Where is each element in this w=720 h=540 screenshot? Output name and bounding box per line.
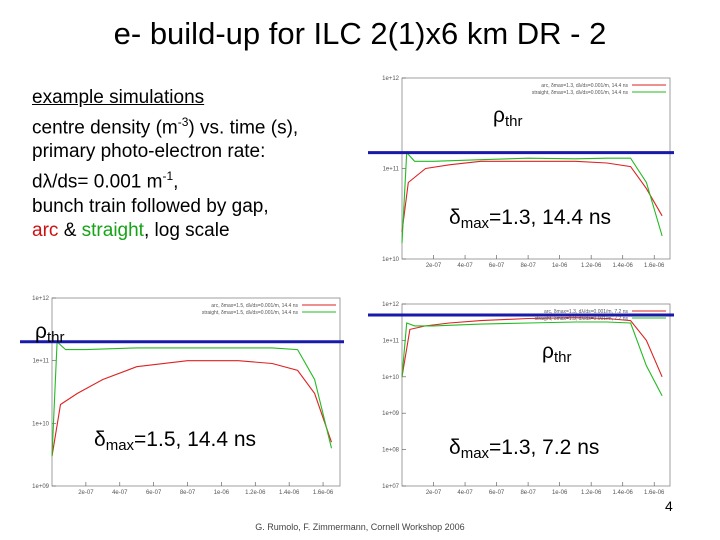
plot-frame (401, 303, 671, 487)
x-tick-label: 2e-07 (426, 263, 442, 269)
x-tick-label: 1.6e-06 (313, 490, 334, 496)
x-tick-label: 8e-07 (520, 263, 536, 269)
y-tick-label: 1e+07 (382, 484, 400, 490)
delta-max-label-1: δmax=1.3, 14.4 ns (449, 206, 612, 232)
x-tick-label: 2e-07 (78, 490, 94, 496)
footer-credit: G. Rumolo, F. Zimmermann, Cornell Worksh… (255, 522, 465, 532)
legend-label: straight, δmax=1.3, dλ/ds=0.001/m, 14.4 … (532, 90, 629, 96)
intro-line-density: centre density (m-3) vs. time (s), (32, 115, 299, 139)
y-tick-label: 1e+11 (33, 359, 50, 365)
page-number: 4 (665, 498, 673, 514)
x-tick-label: 1.4e-06 (279, 490, 300, 496)
delta-max-label-2: δmax=1.5, 14.4 ns (94, 428, 257, 454)
y-tick-label: 1e+12 (32, 296, 50, 302)
series-line-arc (51, 360, 333, 457)
rho-thr-label-3: ρthr (542, 340, 572, 366)
y-tick-label: 1e+08 (382, 448, 400, 454)
x-tick-label: 8e-07 (520, 490, 536, 496)
plot-top-right: 1e+10 1e+11 1e+12 2e-07 4e-07 6e-07 8e-07 1e-06… (368, 76, 674, 269)
intro-line-bunch: bunch train followed by gap, (32, 195, 269, 217)
legend-label: straight, δmax=1.5, dλ/ds=0.001/m, 14.4 … (202, 310, 299, 316)
y-tick-label: 1e+09 (32, 484, 50, 490)
x-tick-label: 6e-07 (489, 490, 505, 496)
x-tick-label: 1.2e-06 (581, 490, 602, 496)
x-tick-label: 4e-07 (457, 490, 473, 496)
slide-title: e- build-up for ILC 2(1)x6 km DR - 2 (113, 16, 607, 51)
legend-label: arc, δmax=1.3, dλ/ds=0.001/m, 14.4 ns (541, 83, 628, 89)
x-tick-label: 4e-07 (457, 263, 473, 269)
x-tick-label: 6e-07 (489, 263, 505, 269)
intro-heading: example simulations (32, 87, 205, 108)
series-line-straight (51, 340, 333, 457)
x-tick-label: 1.4e-06 (613, 490, 634, 496)
y-tick-label: 1e+10 (382, 257, 400, 263)
y-tick-label: 1e+12 (382, 302, 400, 308)
y-tick-label: 1e+11 (383, 338, 400, 344)
x-tick-label: 1e-06 (214, 490, 230, 496)
rho-thr-label-2: ρthr (35, 320, 65, 346)
x-tick-label: 1.2e-06 (245, 490, 266, 496)
delta-max-label-3: δmax=1.3, 7.2 ns (449, 436, 600, 462)
y-tick-label: 1e+10 (32, 421, 50, 427)
plot-bottom-left: 1e+09 1e+10 1e+11 1e+12 2e-07 4e-07 6e-07 8e-07… (20, 296, 344, 496)
x-tick-label: 4e-07 (112, 490, 128, 496)
legend-label: arc, δmax=1.3, dλ/ds=0.001/m, 7.2 ns (544, 309, 628, 315)
intro-line-rate: primary photo-electron rate: (32, 141, 266, 163)
legend-label: straight, δmax=1.3, dλ/ds=0.001/m, 7.2 n… (535, 316, 629, 322)
legend-label: arc, δmax=1.5, dλ/ds=0.001/m, 14.4 ns (211, 303, 298, 309)
intro-line-dlds: dλ/ds= 0.001 m-1, (32, 169, 179, 193)
x-tick-label: 1.2e-06 (581, 263, 602, 269)
plot-frame (51, 297, 341, 487)
x-tick-label: 1.6e-06 (644, 490, 665, 496)
y-tick-label: 1e+12 (382, 76, 400, 82)
x-tick-label: 2e-07 (426, 490, 442, 496)
plot-bottom-right: 1e+07 1e+08 1e+09 1e+10 1e+11 1e+12 2e-07 4e-07… (368, 302, 674, 496)
x-tick-label: 8e-07 (180, 490, 196, 496)
y-tick-label: 1e+09 (382, 411, 400, 417)
series-line-straight (401, 151, 663, 244)
y-tick-label: 1e+10 (382, 375, 400, 381)
rho-thr-label-1: ρthr (493, 104, 523, 130)
x-tick-label: 1.4e-06 (613, 263, 634, 269)
intro-text: example simulations centre density (m-3)… (32, 86, 298, 243)
intro-line-legend: arc & straight, log scale (32, 219, 230, 241)
x-tick-label: 1e-06 (552, 263, 568, 269)
series-line-arc (401, 160, 663, 232)
x-tick-label: 1.6e-06 (644, 263, 665, 269)
series-line-straight (401, 321, 663, 397)
series-line-arc (401, 317, 663, 378)
x-tick-label: 1e-06 (552, 490, 568, 496)
y-tick-label: 1e+11 (383, 167, 400, 173)
x-tick-label: 6e-07 (146, 490, 162, 496)
